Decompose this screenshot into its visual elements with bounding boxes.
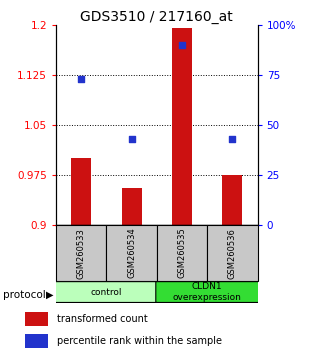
Text: transformed count: transformed count [57, 314, 148, 324]
Text: GSM260536: GSM260536 [228, 228, 237, 279]
Text: GSM260535: GSM260535 [178, 228, 187, 279]
Point [230, 136, 235, 142]
Text: control: control [91, 287, 122, 297]
Title: GDS3510 / 217160_at: GDS3510 / 217160_at [80, 10, 233, 24]
FancyBboxPatch shape [55, 282, 158, 302]
FancyBboxPatch shape [156, 282, 259, 302]
Text: GSM260534: GSM260534 [127, 228, 136, 279]
Bar [122, 188, 142, 225]
Bar [25, 312, 48, 326]
Bar [157, 225, 207, 281]
Text: percentile rank within the sample: percentile rank within the sample [57, 336, 222, 346]
Bar [207, 225, 258, 281]
Point [129, 136, 134, 142]
Point [79, 76, 84, 82]
Text: GSM260533: GSM260533 [77, 228, 86, 279]
Bar [222, 175, 243, 225]
Text: protocol: protocol [3, 290, 46, 299]
Bar [172, 28, 192, 225]
Point [180, 42, 185, 47]
Bar [56, 225, 106, 281]
Bar [71, 158, 91, 225]
Text: ▶: ▶ [46, 290, 54, 299]
Text: CLDN1
overexpression: CLDN1 overexpression [173, 282, 242, 302]
Bar [106, 225, 157, 281]
Bar [25, 334, 48, 348]
